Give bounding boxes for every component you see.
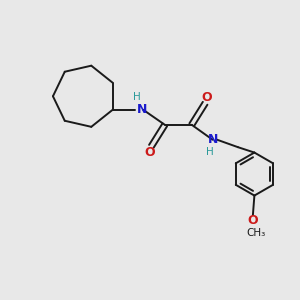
Text: O: O (248, 214, 258, 227)
Text: H: H (134, 92, 141, 102)
Text: N: N (207, 133, 218, 146)
Text: H: H (206, 147, 214, 157)
Text: O: O (145, 146, 155, 159)
Text: N: N (137, 103, 148, 116)
Text: O: O (201, 91, 212, 104)
Text: CH₃: CH₃ (247, 229, 266, 238)
